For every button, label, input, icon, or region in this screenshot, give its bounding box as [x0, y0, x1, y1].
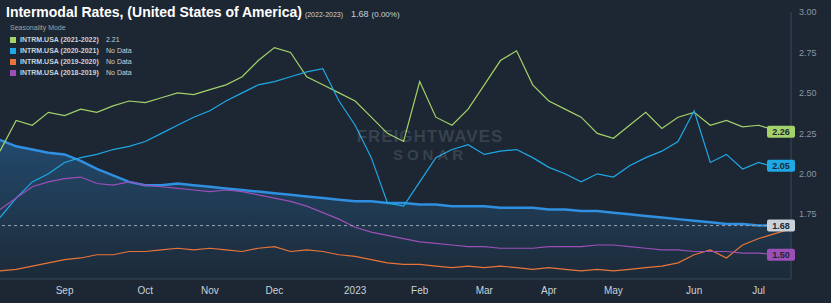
svg-text:Feb: Feb: [411, 285, 429, 296]
svg-text:1.68: 1.68: [772, 221, 790, 231]
svg-text:2.50: 2.50: [799, 88, 817, 98]
svg-text:Apr: Apr: [541, 285, 557, 296]
html-text:2.21: 2.21: [106, 36, 120, 43]
svg-text:2.75: 2.75: [799, 48, 817, 58]
html-text:No Data: No Data: [106, 58, 132, 65]
html-text:No Data: No Data: [106, 47, 132, 54]
svg-text:2.05: 2.05: [772, 161, 790, 171]
svg-text:Jul: Jul: [752, 285, 765, 296]
html-text:No Data: No Data: [106, 69, 132, 76]
svg-text:2.00: 2.00: [799, 169, 817, 179]
svg-text:Sep: Sep: [56, 285, 74, 296]
svg-text:Mar: Mar: [476, 285, 494, 296]
html-text:INTRM.USA (2020-2021): INTRM.USA (2020-2021): [20, 47, 99, 54]
svg-text:1.75: 1.75: [799, 209, 817, 219]
html-text:(2022-2023): (2022-2023): [304, 11, 343, 18]
svg-text:May: May: [604, 285, 623, 296]
svg-text:2.26: 2.26: [772, 127, 790, 137]
html-text:1.68 (0.00%): 1.68 (0.00%): [351, 9, 400, 19]
svg-text:Oct: Oct: [138, 285, 154, 296]
svg-text:3.00: 3.00: [799, 7, 817, 17]
html-text:FREIGHTWAVES: FREIGHTWAVES: [356, 127, 504, 146]
html-text:INTRM.USA (2018-2019): INTRM.USA (2018-2019): [20, 69, 99, 76]
svg-text:Nov: Nov: [201, 285, 219, 296]
html-text:INTRM.USA (2019-2020): INTRM.USA (2019-2020): [20, 58, 99, 65]
html-text:SONAR: SONAR: [392, 146, 468, 163]
html-text:Seasonality Mode: Seasonality Mode: [10, 24, 66, 31]
html-text:INTRM.USA (2021-2022): INTRM.USA (2021-2022): [20, 36, 99, 43]
svg-text:1.50: 1.50: [772, 250, 790, 260]
svg-text:2023: 2023: [344, 285, 367, 296]
html-text:Intermodal Rates, (United Stat: Intermodal Rates, (United States of Amer…: [6, 4, 302, 20]
svg-text:Jun: Jun: [686, 285, 702, 296]
svg-text:2.25: 2.25: [799, 129, 817, 139]
svg-text:Dec: Dec: [266, 285, 284, 296]
